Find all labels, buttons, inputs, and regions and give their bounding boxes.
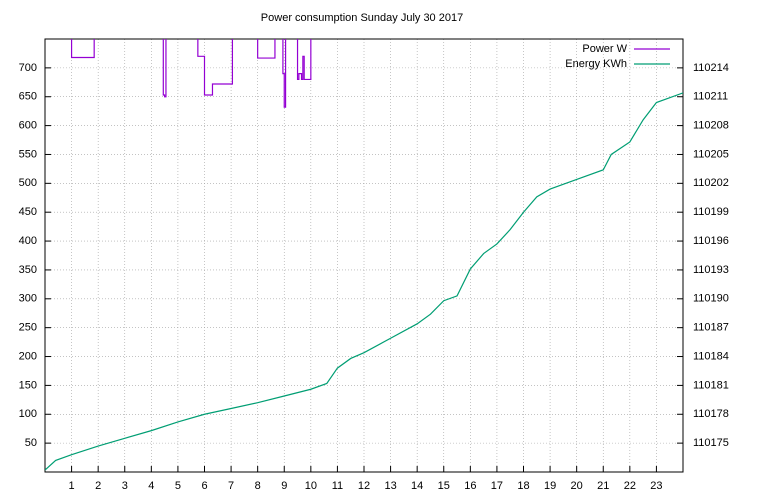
y2-tick-label: 110208	[693, 120, 729, 132]
x-tick-label: 6	[201, 480, 207, 492]
y-tick-label: 450	[19, 206, 37, 218]
y-tick-label: 150	[19, 379, 37, 391]
legend-label: Power W	[582, 43, 627, 55]
y2-tick-label: 110187	[693, 322, 729, 334]
y-tick-label: 350	[19, 264, 37, 276]
x-tick-label: 1	[69, 480, 75, 492]
y2-tick-label: 110214	[693, 62, 729, 74]
y2-tick-label: 110205	[693, 148, 729, 160]
x-tick-label: 2	[95, 480, 101, 492]
x-tick-label: 20	[571, 480, 583, 492]
x-tick-label: 15	[438, 480, 450, 492]
y2-tick-label: 110199	[693, 206, 729, 218]
y2-tick-label: 110181	[693, 379, 729, 391]
y2-tick-label: 110211	[693, 91, 728, 103]
y-tick-label: 650	[19, 91, 37, 103]
y-tick-label: 300	[19, 293, 37, 305]
x-tick-label: 7	[228, 480, 234, 492]
x-tick-label: 22	[624, 480, 636, 492]
x-tick-label: 11	[332, 480, 343, 492]
x-tick-label: 10	[305, 480, 317, 492]
x-tick-label: 23	[650, 480, 662, 492]
chart-title: Power consumption Sunday July 30 2017	[261, 12, 463, 24]
series-line	[70, 39, 312, 108]
y-tick-label: 550	[19, 148, 37, 160]
x-tick-label: 16	[464, 480, 476, 492]
y2-tick-label: 110193	[693, 264, 729, 276]
y2-tick-label: 110184	[693, 350, 729, 362]
y-tick-label: 50	[25, 437, 37, 449]
y-tick-label: 600	[19, 120, 37, 132]
x-tick-label: 14	[411, 480, 423, 492]
y2-tick-label: 110196	[693, 235, 729, 247]
y2-tick-label: 110175	[693, 437, 729, 449]
x-tick-label: 21	[597, 480, 609, 492]
x-tick-label: 19	[544, 480, 556, 492]
series-line	[45, 92, 683, 471]
y-tick-label: 500	[19, 177, 37, 189]
y2-tick-label: 110190	[693, 293, 729, 305]
x-tick-label: 5	[175, 480, 181, 492]
y-tick-label: 700	[19, 62, 37, 74]
x-tick-label: 8	[255, 480, 261, 492]
x-tick-label: 18	[517, 480, 529, 492]
y-tick-label: 400	[19, 235, 37, 247]
plot-border	[44, 38, 684, 473]
x-tick-label: 17	[491, 480, 503, 492]
y-tick-label: 250	[19, 322, 37, 334]
x-tick-label: 3	[122, 480, 128, 492]
y-tick-label: 200	[19, 350, 37, 362]
plot-area	[45, 39, 683, 471]
y-tick-label: 100	[19, 408, 37, 420]
x-tick-label: 4	[148, 480, 154, 492]
y2-tick-label: 110202	[693, 177, 729, 189]
legend-label: Energy KWh	[565, 58, 627, 70]
y2-tick-label: 110178	[693, 408, 729, 420]
x-tick-label: 12	[358, 480, 370, 492]
x-tick-label: 13	[384, 480, 396, 492]
x-tick-label: 9	[281, 480, 287, 492]
